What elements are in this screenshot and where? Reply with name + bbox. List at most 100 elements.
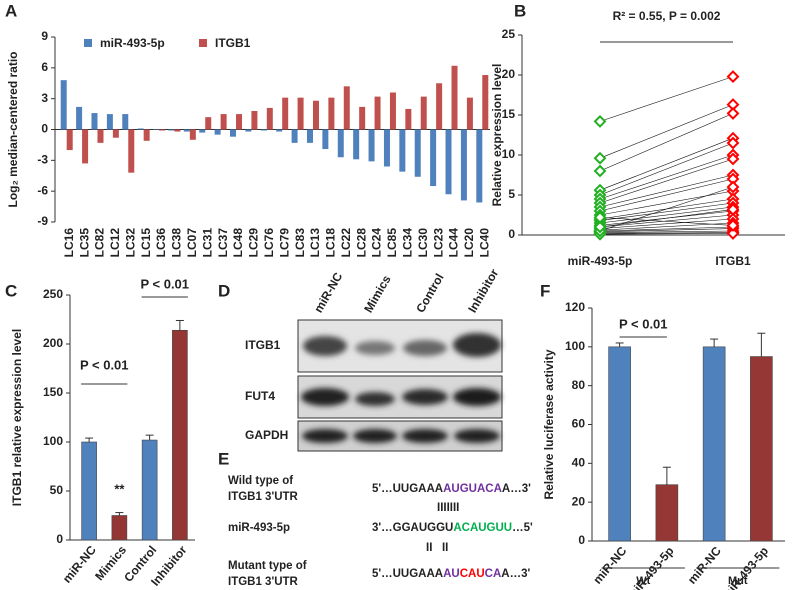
bar: [189, 129, 196, 140]
bar: [97, 129, 104, 143]
x-tick-label: LC32: [123, 228, 137, 258]
x-tick-label: LC83: [293, 228, 307, 258]
sequence-segment: A…3': [502, 483, 531, 495]
bar: [405, 108, 412, 130]
pair-connector: [599, 142, 734, 196]
pair-connector: [599, 186, 734, 232]
pair-connector: [599, 178, 734, 212]
lane-label: miR-NC: [311, 270, 345, 315]
bar: [389, 92, 396, 130]
sequence-segment: CA: [485, 568, 502, 580]
bar: [205, 117, 212, 130]
y-tick-label: 60: [572, 417, 586, 431]
x-tick-label: LC34: [401, 228, 415, 258]
bar: [420, 96, 427, 130]
y-tick-label: 40: [572, 456, 586, 470]
point: [726, 226, 740, 240]
sequence-segment: 5'…UUGAAA: [372, 568, 443, 580]
sequence: 5'…UUGAAAAUCAUCAA…3': [372, 568, 530, 580]
bar: [111, 515, 128, 541]
pair-connector: [599, 154, 734, 200]
x-tick-label: miR-NC: [685, 544, 724, 587]
point: [593, 210, 607, 224]
protein-label: ITGB1: [245, 338, 281, 352]
bar: [655, 484, 679, 542]
pair-connector: [599, 233, 734, 235]
y-axis-label: Relative expression level: [490, 64, 504, 207]
x-tick-label: LC07: [185, 228, 199, 258]
sequence-label: Mutant type of: [228, 560, 307, 572]
y-tick-label: 9: [41, 29, 48, 43]
sequence: 3'…GGAUGGUACAUGUU…5': [372, 522, 533, 534]
y-tick-label: -6: [37, 183, 48, 197]
bar: [460, 129, 467, 201]
pair-connector: [599, 226, 734, 232]
annotation: R² = 0.55, P = 0.002: [613, 9, 721, 23]
x-tick-label: LC22: [339, 228, 353, 258]
sequence-segment: II II: [426, 542, 448, 554]
sequence-label: ITGB1 3'UTR: [228, 491, 299, 503]
x-tick-label: LC24: [370, 228, 384, 258]
x-tick-label: LC48: [231, 228, 245, 258]
y-tick-label: 0: [508, 227, 515, 241]
bar: [60, 80, 67, 130]
x-tick-label: ITGB1: [715, 254, 751, 268]
pair-connector: [599, 137, 734, 191]
y-tick-label: 0: [41, 122, 48, 136]
bar: [137, 128, 144, 130]
bar: [282, 97, 289, 130]
x-tick-label: LC29: [247, 228, 261, 258]
x-tick-label: LC31: [200, 228, 214, 258]
bar: [159, 129, 166, 131]
bar: [122, 114, 129, 130]
bar: [436, 83, 443, 130]
bar: [214, 129, 221, 135]
panel-letter: E: [218, 449, 229, 468]
y-tick-label: 150: [43, 385, 63, 399]
bar: [359, 106, 366, 130]
x-tick-label: LC40: [477, 228, 491, 258]
x-tick-label: LC79: [277, 228, 291, 258]
y-tick-label: 0: [578, 533, 585, 547]
bar: [414, 129, 421, 177]
bar: [608, 346, 631, 542]
x-tick-label: LC85: [385, 228, 399, 258]
y-tick-label: 10: [502, 147, 516, 161]
x-tick-label: miR-493-5p: [568, 254, 633, 268]
pair-connector: [599, 190, 734, 216]
bar: [112, 129, 119, 138]
bar: [143, 129, 150, 141]
sequence-label: miR-493-5p: [228, 522, 290, 534]
bar: [174, 129, 181, 132]
bar: [266, 107, 273, 130]
sequence-segment: ACAUGUU: [453, 522, 512, 534]
legend-label: ITGB1: [215, 36, 251, 50]
x-tick-label: miR-493-5p: [624, 544, 676, 590]
panel-letter: D: [218, 281, 230, 300]
annotation: **: [114, 481, 125, 496]
bar: [66, 129, 73, 151]
bar: [374, 96, 381, 130]
panel-letter: F: [540, 281, 550, 300]
sequence: 5'…UUGAAAAUGUACAA…3': [372, 483, 531, 495]
point: [726, 218, 740, 232]
y-tick-label: 25: [502, 27, 516, 41]
point: [593, 220, 607, 234]
x-tick-label: LC18: [324, 228, 338, 258]
pair-connector: [599, 158, 734, 204]
bar: [91, 113, 98, 130]
y-axis-label: ITGB1 relative expression level: [10, 329, 24, 506]
sequence: IIIIIII: [437, 502, 459, 514]
point: [726, 180, 740, 194]
y-tick-label: 5: [508, 187, 515, 201]
panel-letter: B: [514, 1, 526, 20]
x-tick-label: LC28: [354, 228, 368, 258]
bar: [750, 356, 773, 542]
pair-connector: [599, 228, 734, 233]
annotation: P < 0.01: [619, 316, 668, 331]
x-tick-label: LC23: [431, 228, 445, 258]
pair-connector: [599, 230, 734, 233]
point: [593, 151, 607, 165]
pair-connector: [599, 104, 734, 159]
x-tick-label: LC15: [139, 228, 153, 258]
